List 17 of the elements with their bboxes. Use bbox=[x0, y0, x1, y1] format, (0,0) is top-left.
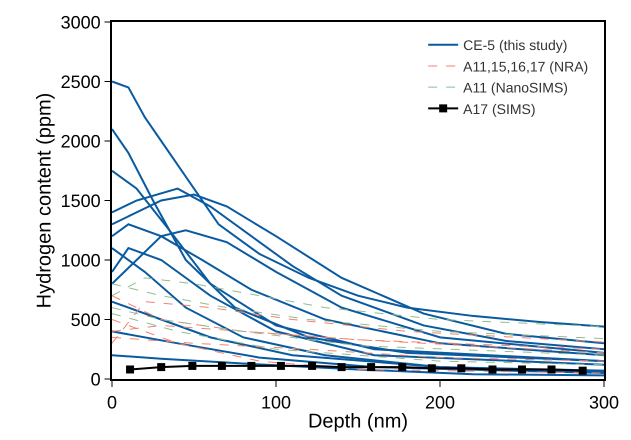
legend-label: A11,15,16,17 (NRA) bbox=[463, 58, 588, 74]
legend-label: CE-5 (this study) bbox=[463, 37, 568, 54]
y-tick-label: 2000 bbox=[60, 131, 101, 152]
x-axis-title: Depth (nm) bbox=[308, 410, 408, 432]
y-axis-title: Hydrogen content (ppm) bbox=[34, 92, 56, 308]
y-tick-label: 1500 bbox=[60, 190, 101, 211]
legend-label: A11 (NanoSIMS) bbox=[463, 80, 568, 96]
y-tick-label: 0 bbox=[90, 369, 101, 390]
legend-label: A17 (SIMS) bbox=[463, 100, 536, 117]
y-tick-label: 2500 bbox=[60, 72, 101, 92]
y-tick-label: 3000 bbox=[60, 12, 101, 32]
x-tick-label: 0 bbox=[106, 392, 118, 412]
x-tick-label: 300 bbox=[588, 392, 620, 412]
x-tick-label: 200 bbox=[424, 392, 456, 412]
y-tick-label: 500 bbox=[70, 310, 101, 330]
y-tick-label: 1000 bbox=[60, 250, 101, 270]
x-tick-label: 100 bbox=[260, 392, 292, 412]
